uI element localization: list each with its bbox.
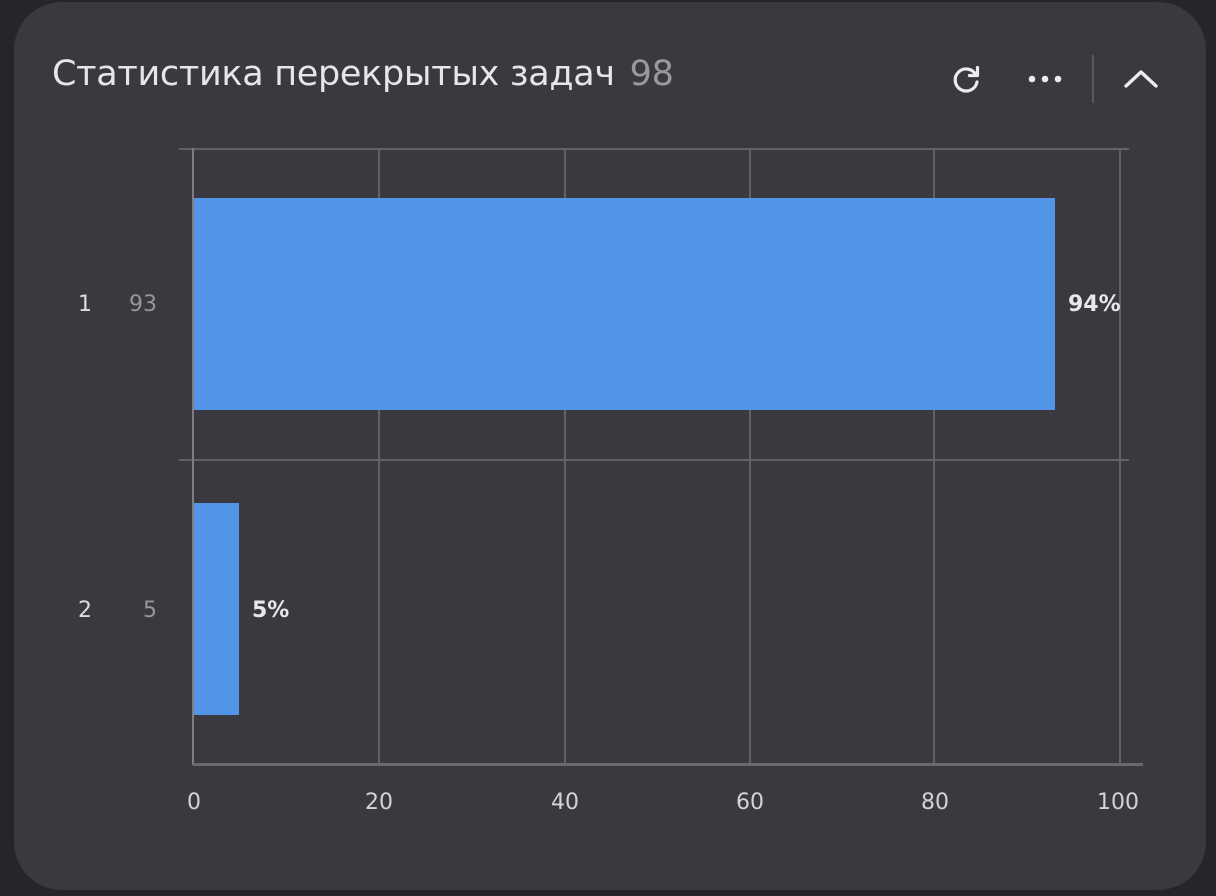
gridline-80 — [933, 148, 935, 765]
category-count-1: 93 — [129, 292, 157, 317]
x-tick-20: 20 — [365, 790, 393, 815]
gridline-40 — [564, 148, 566, 765]
gridline-60 — [749, 148, 751, 765]
bar-category-1[interactable] — [193, 198, 1055, 410]
bar-chart — [179, 148, 1143, 768]
chevron-up-icon — [1124, 70, 1158, 88]
gridline-20 — [378, 148, 380, 765]
category-count-2: 5 — [143, 598, 157, 623]
x-tick-40: 40 — [551, 790, 579, 815]
bar-label-category-2: 5% — [252, 598, 290, 623]
collapse-button[interactable] — [1116, 54, 1166, 104]
widget-title-text: Статистика перекрытых задач — [52, 54, 615, 94]
x-tick-0: 0 — [187, 790, 201, 815]
bar-category-2[interactable] — [193, 503, 239, 715]
gridline-top — [179, 148, 1129, 150]
gridline-100 — [1119, 148, 1121, 765]
x-axis-line — [193, 763, 1143, 766]
widget-header-actions — [942, 54, 1166, 104]
more-horizontal-icon — [1028, 75, 1062, 83]
x-tick-60: 60 — [736, 790, 764, 815]
x-tick-100: 100 — [1097, 790, 1139, 815]
widget-total-count: 98 — [629, 54, 674, 94]
category-label-2: 2 — [78, 598, 92, 623]
y-axis-line — [192, 148, 194, 765]
category-label-1: 1 — [78, 292, 92, 317]
x-tick-80: 80 — [921, 790, 949, 815]
overlap-stats-widget: Статистика перекрытых задач 98 — [14, 2, 1206, 890]
header-divider — [1092, 55, 1094, 103]
refresh-icon — [953, 65, 980, 93]
more-options-button[interactable] — [1020, 54, 1070, 104]
refresh-button[interactable] — [942, 54, 992, 104]
gridline-row-separator — [179, 459, 1129, 461]
bar-label-category-1: 94% — [1068, 292, 1121, 317]
widget-title: Статистика перекрытых задач 98 — [52, 54, 674, 94]
